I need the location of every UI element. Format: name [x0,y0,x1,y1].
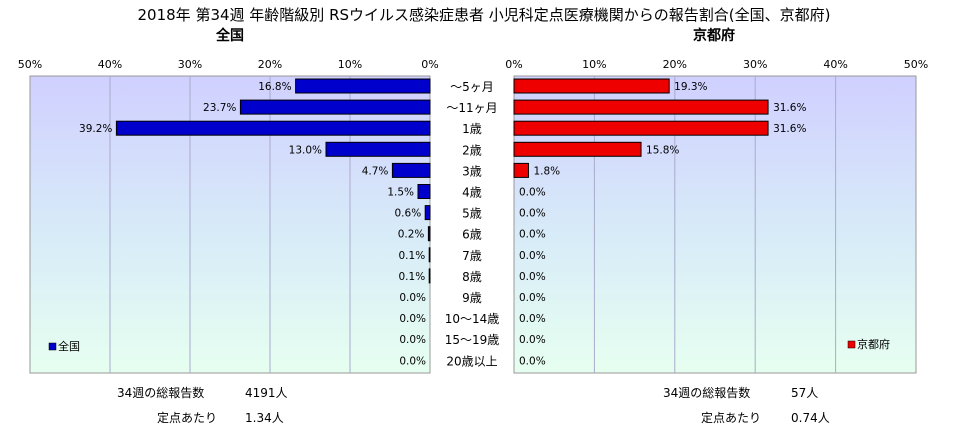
right-tick-label: 50% [904,58,928,71]
right-value-label: 31.6% [773,102,806,114]
left-tick-label: 20% [258,58,282,71]
left-bar [239,99,431,115]
right-bar [513,99,769,115]
right-value-label: 0.0% [519,208,546,220]
left-footer: 34週の総報告数 4191人 定点あたり 1.34人 [117,385,288,425]
chart-title: 2018年 第34週 年齢階級別 RSウイルス感染症患者 小児科定点医療機関から… [138,6,831,24]
category-label: 7歳 [462,249,482,263]
category-labels: ～5ヶ月 ～11ヶ月 1歳 2歳 3歳 4歳 5歳 6歳 7歳 8歳 9歳 10～14歳 15～19歳 2… [445,80,500,368]
right-value-label: 15.8% [646,144,679,156]
left-tick-label: 10% [338,58,362,71]
right-value-label: 31.6% [773,123,806,135]
left-value-label: 23.7% [203,102,236,114]
category-label: 4歳 [462,186,482,200]
left-bar [427,226,431,242]
right-panel-subtitle: 京都府 [693,27,735,44]
right-tick-label: 10% [582,58,606,71]
left-plot-area [29,75,431,374]
right-tick-label: 40% [823,58,847,71]
left-bar [428,247,431,263]
left-value-label: 39.2% [79,123,112,135]
left-tick-label: 50% [18,58,42,71]
left-bar [325,141,431,157]
category-label: 8歳 [462,270,482,284]
left-axis-ticks: 50% 40% 30% 20% 10% 0% [18,58,439,71]
right-total-value: 57人 [791,386,818,400]
right-value-label: 0.0% [519,355,546,367]
right-per-value: 0.74人 [791,411,830,425]
right-bar [513,120,769,136]
left-value-label: 0.0% [399,334,426,346]
left-value-label: 0.0% [399,292,426,304]
category-label: 9歳 [462,291,482,305]
right-legend-swatch [847,340,856,349]
category-label: 6歳 [462,228,482,242]
left-value-label: 0.0% [399,313,426,325]
left-bars: 16.8% 23.7% 39.2% 13.0% 4.7% 1.5% 0.6% 0.2% 0.1%… [79,78,431,367]
right-per-label: 定点あたり [701,410,761,425]
left-panel-subtitle: 全国 [215,27,244,44]
left-value-label: 0.6% [395,208,422,220]
left-value-label: 13.0% [289,144,322,156]
left-per-label: 定点あたり [157,410,217,425]
left-total-value: 4191人 [245,386,288,400]
right-value-label: 19.3% [674,81,707,93]
right-total-label: 34週の総報告数 [663,385,750,400]
category-label: 3歳 [462,164,482,178]
left-legend: 全国 [48,339,80,353]
left-value-label: 0.1% [399,271,426,283]
right-value-label: 0.0% [519,250,546,262]
right-axis-ticks: 0% 10% 20% 30% 40% 50% [505,58,928,71]
left-per-value: 1.34人 [245,411,284,425]
category-label: 10～14歳 [445,312,500,326]
left-bar [424,205,431,221]
right-legend: 京都府 [847,337,890,351]
category-label: 1歳 [462,122,482,136]
left-bar [417,184,431,199]
left-value-label: 4.7% [362,165,389,177]
right-plot-area [513,75,917,374]
left-bar [391,162,431,178]
right-bars: 19.3% 31.6% 31.6% 15.8% 1.8% 0.0% 0.0% 0.0% 0.0%… [513,78,806,367]
left-bar [295,78,431,94]
left-value-label: 16.8% [258,81,291,93]
right-footer: 34週の総報告数 57人 定点あたり 0.74人 [663,385,830,425]
left-tick-label: 0% [421,58,438,71]
right-value-label: 1.8% [533,165,560,177]
left-tick-label: 30% [178,58,202,71]
right-bar [513,162,529,178]
right-bar [513,141,642,157]
left-value-label: 0.1% [399,250,426,262]
category-label: ～5ヶ月 [450,80,494,94]
right-tick-label: 20% [663,58,687,71]
right-value-label: 0.0% [519,271,546,283]
right-tick-label: 30% [743,58,767,71]
category-label: 15～19歳 [445,333,500,347]
category-label: 20歳以上 [446,354,497,368]
left-total-label: 34週の総報告数 [117,385,204,400]
category-label: ～11ヶ月 [446,101,497,115]
category-label: 2歳 [462,143,482,157]
right-value-label: 0.0% [519,229,546,241]
right-tick-label: 0% [505,58,522,71]
left-value-label: 0.0% [399,355,426,367]
right-value-label: 0.0% [519,187,546,199]
right-legend-label: 京都府 [857,337,890,351]
left-value-label: 1.5% [387,187,414,199]
left-tick-label: 40% [98,58,122,71]
left-bar [115,120,431,136]
right-value-label: 0.0% [519,334,546,346]
right-value-label: 0.0% [519,313,546,325]
left-value-label: 0.2% [398,229,425,241]
right-value-label: 0.0% [519,292,546,304]
left-legend-label: 全国 [58,339,80,353]
left-legend-swatch [48,342,57,351]
category-label: 5歳 [462,207,482,221]
right-bar [513,78,670,94]
left-bar [428,268,431,284]
